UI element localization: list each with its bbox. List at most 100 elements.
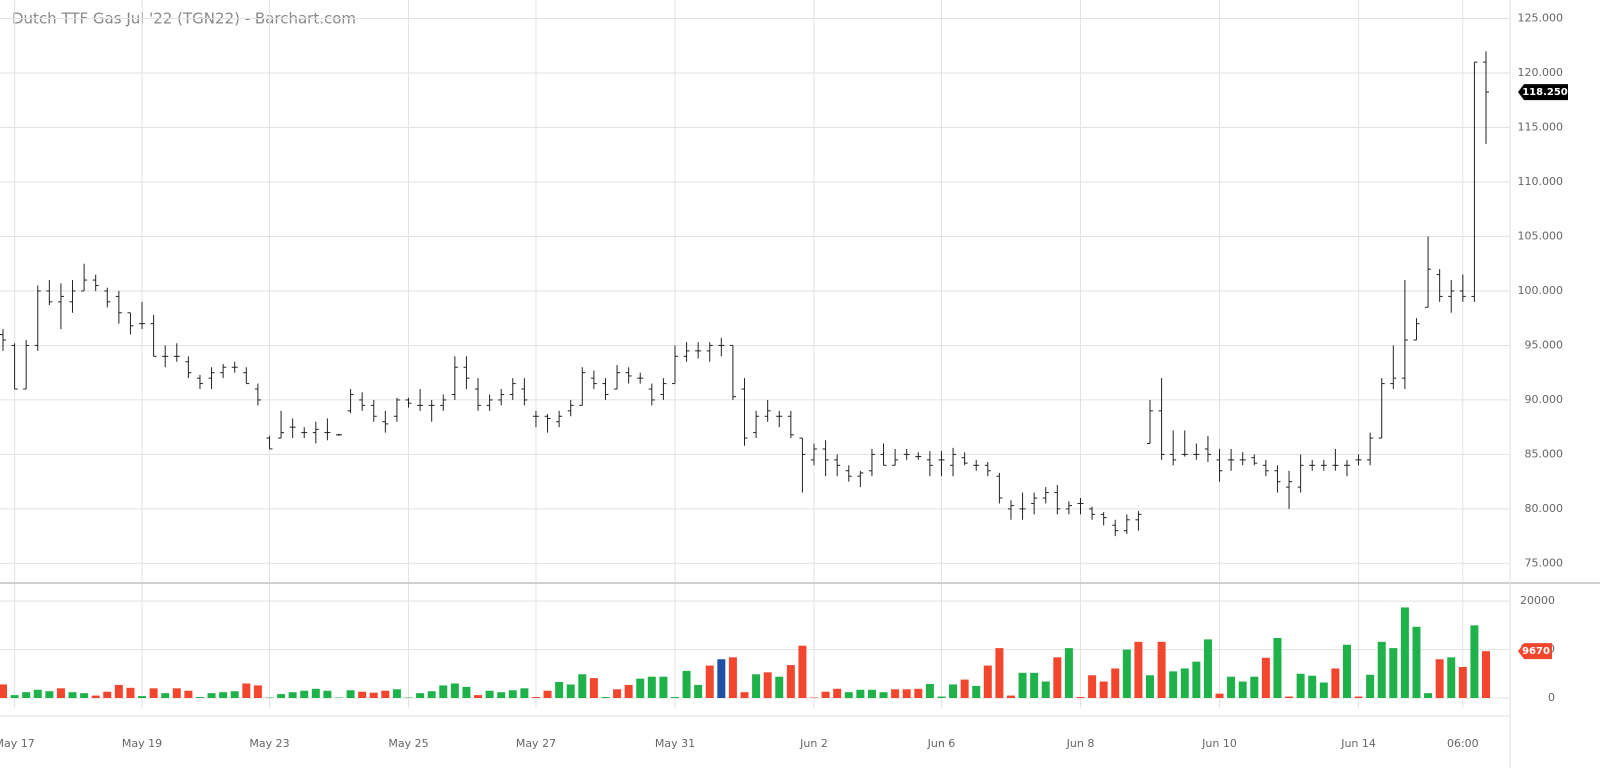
ohlc-bar: [915, 452, 922, 460]
volume-bar: [1331, 668, 1340, 698]
ohlc-bar: [1239, 452, 1246, 466]
x-tick-label: Jun 10: [1201, 737, 1237, 750]
ohlc-bar: [938, 451, 945, 477]
y-tick-label: 105.000: [1518, 229, 1564, 242]
volume-bar: [613, 689, 622, 698]
volume-bar: [833, 688, 842, 698]
volume-bar: [126, 687, 135, 698]
volume-bar: [798, 645, 807, 698]
ohlc-bar: [950, 447, 957, 477]
volume-bar: [995, 648, 1004, 698]
ohlc-bar: [984, 462, 991, 477]
ohlc-bar: [278, 410, 285, 439]
volume-bar: [427, 691, 436, 698]
ohlc-bar: [1193, 443, 1200, 460]
ohlc-bar: [892, 448, 899, 466]
ohlc-bar: [1297, 454, 1304, 493]
volume-bar: [1215, 693, 1224, 698]
ohlc-bar: [243, 367, 250, 385]
volume-bar: [717, 659, 726, 698]
volume-bar: [914, 688, 923, 698]
volume-bar: [1296, 673, 1305, 698]
ohlc-bar: [46, 280, 53, 306]
ohlc-bar: [1077, 498, 1084, 515]
ohlc-bar: [347, 389, 354, 414]
volume-bar: [1053, 657, 1062, 698]
ohlc-bar: [370, 399, 377, 422]
y-tick-label: 125.000: [1518, 12, 1564, 25]
volume-bar: [1203, 639, 1212, 698]
volume-bar: [1030, 672, 1039, 698]
volume-bar: [972, 685, 981, 698]
volume-bar: [867, 689, 876, 698]
ohlc-bar: [289, 418, 296, 439]
ohlc-bar: [799, 437, 806, 493]
volume-bar: [1180, 668, 1189, 698]
volume-bar: [242, 683, 251, 698]
ohlc-bar: [660, 378, 667, 400]
ohlc-bar: [115, 290, 122, 324]
ohlc-bar: [532, 410, 539, 428]
volume-bar: [670, 697, 679, 698]
volume-bar: [1041, 681, 1050, 698]
x-tick-label: May 19: [122, 737, 162, 750]
ohlc-bar: [1204, 435, 1211, 463]
ohlc-bar: [1367, 432, 1374, 466]
ohlc-bar: [1007, 500, 1014, 520]
volume-bar: [624, 684, 633, 698]
volume-bar: [1447, 657, 1456, 698]
x-tick-label: Jun 6: [927, 737, 956, 750]
volume-bar: [80, 693, 89, 698]
ohlc-bar: [162, 345, 169, 368]
ohlc-bar: [695, 342, 702, 359]
volume-bar: [161, 693, 170, 698]
ohlc-bar: [475, 378, 482, 411]
volume-bar: [659, 676, 668, 698]
volume-bar: [172, 688, 181, 698]
ohlc-bar: [787, 410, 794, 439]
y-tick-label: 85.000: [1525, 447, 1564, 460]
ohlc-bar: [1425, 236, 1432, 308]
volume-bar: [1076, 697, 1085, 698]
volume-bar: [207, 693, 216, 698]
volume-bar: [219, 692, 228, 698]
volume-bar: [346, 690, 355, 698]
volume-bar: [1192, 661, 1201, 698]
volume-bar: [277, 694, 286, 698]
ohlc-bar: [1042, 487, 1049, 504]
volume-bar: [786, 665, 795, 698]
volume-bar: [1146, 675, 1155, 698]
volume-bar: [369, 692, 378, 698]
x-tick-label: Jun 2: [799, 737, 828, 750]
ohlc-bar: [1471, 61, 1478, 302]
y-tick-label: 95.000: [1525, 338, 1564, 351]
ohlc-bar: [405, 397, 412, 408]
ohlc-bar: [544, 414, 551, 433]
x-tick-label: May 17: [0, 737, 35, 750]
ohlc-bar: [335, 433, 342, 436]
volume-bar: [439, 685, 448, 698]
volume-bar: [705, 665, 714, 698]
ohlc-bar: [139, 301, 146, 330]
ohlc-bar: [1170, 430, 1177, 466]
ohlc-bar: [1448, 280, 1455, 313]
ohlc-bar: [301, 427, 308, 439]
ohlc-bar: [521, 378, 528, 406]
volume-bar: [1308, 675, 1317, 698]
volume-bar: [589, 678, 598, 698]
volume-bar: [1400, 607, 1409, 698]
y-tick-label: 120.000: [1518, 66, 1564, 79]
ohlc-bar: [1135, 511, 1142, 531]
ohlc-bar: [104, 287, 111, 308]
ohlc-bar: [393, 397, 400, 422]
ohlc-bar: [451, 356, 458, 400]
ohlc-bar: [926, 451, 933, 477]
volume-bar: [195, 697, 204, 698]
volume-bar: [1412, 626, 1421, 698]
ohlc-bar: [254, 383, 261, 406]
ohlc-bar: [1320, 459, 1327, 471]
volume-bar: [450, 683, 459, 698]
volume-bar: [103, 691, 112, 698]
ohlc-bar: [1343, 459, 1350, 477]
